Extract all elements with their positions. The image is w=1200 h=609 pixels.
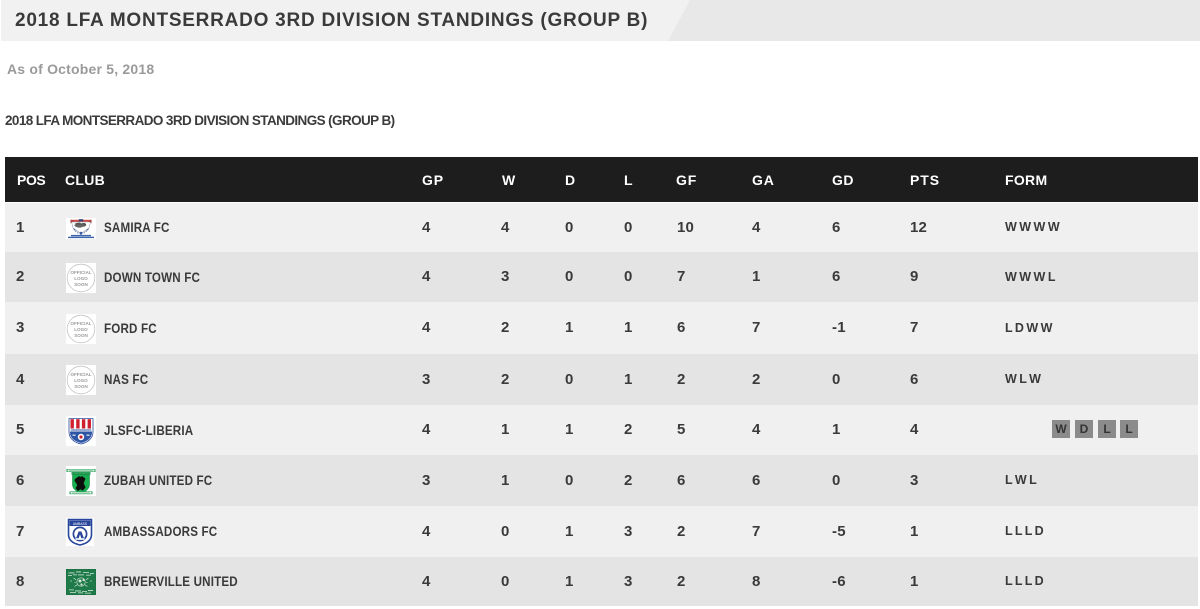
svg-text:SOON: SOON [74, 333, 88, 338]
svg-text:AMBASS: AMBASS [73, 522, 88, 526]
svg-text:LOGO: LOGO [74, 327, 88, 332]
svg-text:OFFICIAL: OFFICIAL [70, 270, 91, 275]
svg-text:LOGO: LOGO [74, 378, 88, 383]
svg-text:OFFICIAL: OFFICIAL [70, 372, 91, 377]
svg-text:SOON: SOON [74, 282, 88, 287]
svg-text:OFFICIAL: OFFICIAL [70, 321, 91, 326]
svg-text:SOON: SOON [74, 384, 88, 389]
svg-text:LOGO: LOGO [74, 276, 88, 281]
